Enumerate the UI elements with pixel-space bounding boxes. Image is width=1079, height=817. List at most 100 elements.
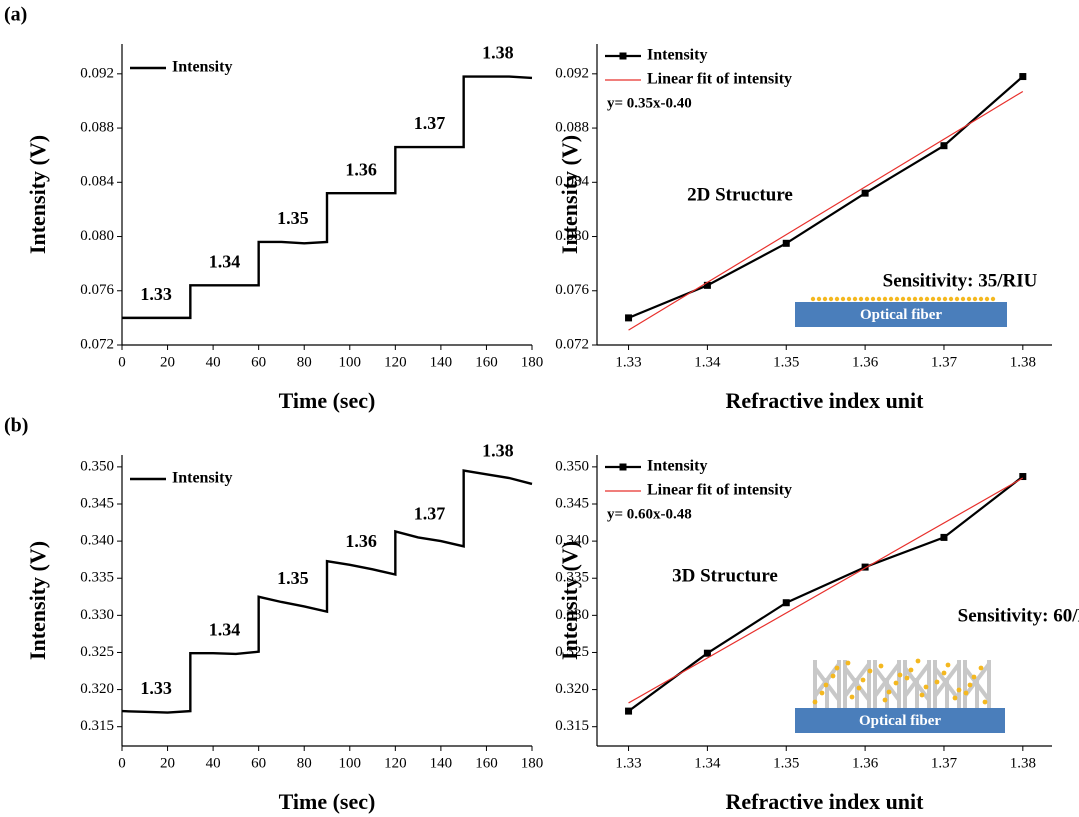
step-label: 1.35 (277, 208, 309, 228)
y-axis-label: Intensity (V) (557, 135, 582, 254)
marker (625, 707, 633, 715)
y-tick-label: 0.092 (555, 65, 589, 81)
inset-dot (816, 296, 822, 302)
marker (625, 314, 633, 322)
y-tick-label: 0.076 (80, 282, 114, 298)
series-line (627, 475, 1024, 712)
inset-dot (834, 665, 840, 671)
inset-dot (888, 296, 894, 302)
legend-label: Linear fit of intensity (647, 482, 792, 499)
inset-dot (924, 296, 930, 302)
y-axis-label: Intensity (V) (557, 541, 582, 660)
step-label: 1.38 (482, 43, 514, 63)
x-tick-label: 1.33 (615, 354, 641, 370)
x-tick-label: 40 (206, 354, 221, 370)
inset-dot (878, 663, 884, 669)
x-tick-label: 1.38 (1010, 755, 1036, 771)
x-tick-label: 1.36 (852, 755, 879, 771)
y-tick-label: 0.088 (555, 120, 589, 136)
inset-fiber (795, 708, 1005, 733)
x-tick-label: 100 (339, 354, 362, 370)
inset-dot (934, 679, 940, 685)
x-tick-label: 20 (160, 755, 175, 771)
panel-label: (b) (4, 415, 28, 437)
y-tick-label: 0.076 (555, 282, 589, 298)
x-tick-label: 0 (118, 354, 126, 370)
inset-label: Optical fiber (859, 713, 941, 729)
step-label: 1.38 (482, 440, 514, 460)
x-tick-label: 1.35 (773, 755, 799, 771)
inset-dot (945, 662, 951, 668)
x-tick-label: 1.36 (852, 354, 879, 370)
y-tick-label: 0.340 (555, 533, 589, 549)
series-line (121, 469, 533, 714)
inset-dot (919, 692, 925, 698)
x-tick-label: 140 (430, 354, 453, 370)
inset-dot (971, 674, 977, 680)
y-tick-label: 0.330 (555, 607, 589, 623)
step-label: 1.36 (345, 159, 377, 179)
x-tick-label: 80 (297, 354, 312, 370)
inset-dot (900, 296, 906, 302)
marker (782, 239, 790, 247)
step-label: 1.33 (140, 678, 172, 698)
inset-dot (918, 296, 924, 302)
inset-structure (843, 660, 871, 708)
x-tick-label: 60 (251, 354, 266, 370)
x-tick-label: 1.37 (931, 354, 958, 370)
inset-dot (936, 296, 942, 302)
inset-dot (982, 699, 988, 705)
marker (782, 599, 790, 607)
y-tick-label: 0.080 (555, 228, 589, 244)
inset-dot (963, 690, 969, 696)
inset-structure (873, 660, 901, 708)
inset-dot (952, 695, 958, 701)
legend-label: Intensity (172, 59, 232, 76)
y-tick-label: 0.320 (80, 681, 114, 697)
inset-dot (966, 296, 972, 302)
inset-dot (990, 296, 996, 302)
inset-dot (830, 673, 836, 679)
inset-dot (923, 684, 929, 690)
inset-dot (978, 665, 984, 671)
legend-label: Intensity (647, 47, 707, 64)
step-label: 1.33 (140, 284, 172, 304)
structure-label: 2D Structure (687, 184, 793, 205)
step-label: 1.36 (345, 531, 377, 551)
y-tick-label: 0.088 (80, 120, 114, 136)
x-tick-label: 120 (384, 354, 407, 370)
inset-dot (852, 296, 858, 302)
x-axis-label: Refractive index unit (726, 388, 925, 413)
inset-dot (908, 667, 914, 673)
inset-fiber (795, 302, 1007, 327)
x-tick-label: 20 (160, 354, 175, 370)
y-tick-label: 0.084 (80, 174, 114, 190)
y-tick-label: 0.345 (555, 495, 589, 511)
inset-dot (840, 296, 846, 302)
inset-dot (893, 680, 899, 686)
x-tick-label: 1.33 (615, 755, 641, 771)
marker (940, 142, 948, 150)
x-tick-label: 1.35 (773, 354, 799, 370)
x-axis-label: Time (sec) (279, 388, 376, 413)
x-tick-label: 140 (430, 755, 453, 771)
panel-label: (a) (4, 4, 27, 26)
legend-label: Linear fit of intensity (647, 71, 792, 88)
inset-dot (823, 682, 829, 688)
inset-dot (812, 699, 818, 705)
y-axis-label: Intensity (V) (25, 135, 50, 254)
inset-dot (894, 296, 900, 302)
y-tick-label: 0.072 (80, 336, 114, 352)
inset-dot (845, 660, 851, 666)
inset-dot (886, 689, 892, 695)
marker (940, 533, 948, 541)
marker (1019, 73, 1027, 81)
inset-dot (846, 296, 852, 302)
inset-dot (819, 690, 825, 696)
inset-dot (954, 296, 960, 302)
inset-dot (967, 682, 973, 688)
y-tick-label: 0.092 (80, 65, 114, 81)
inset-dot (810, 296, 816, 302)
inset-dot (941, 670, 947, 676)
